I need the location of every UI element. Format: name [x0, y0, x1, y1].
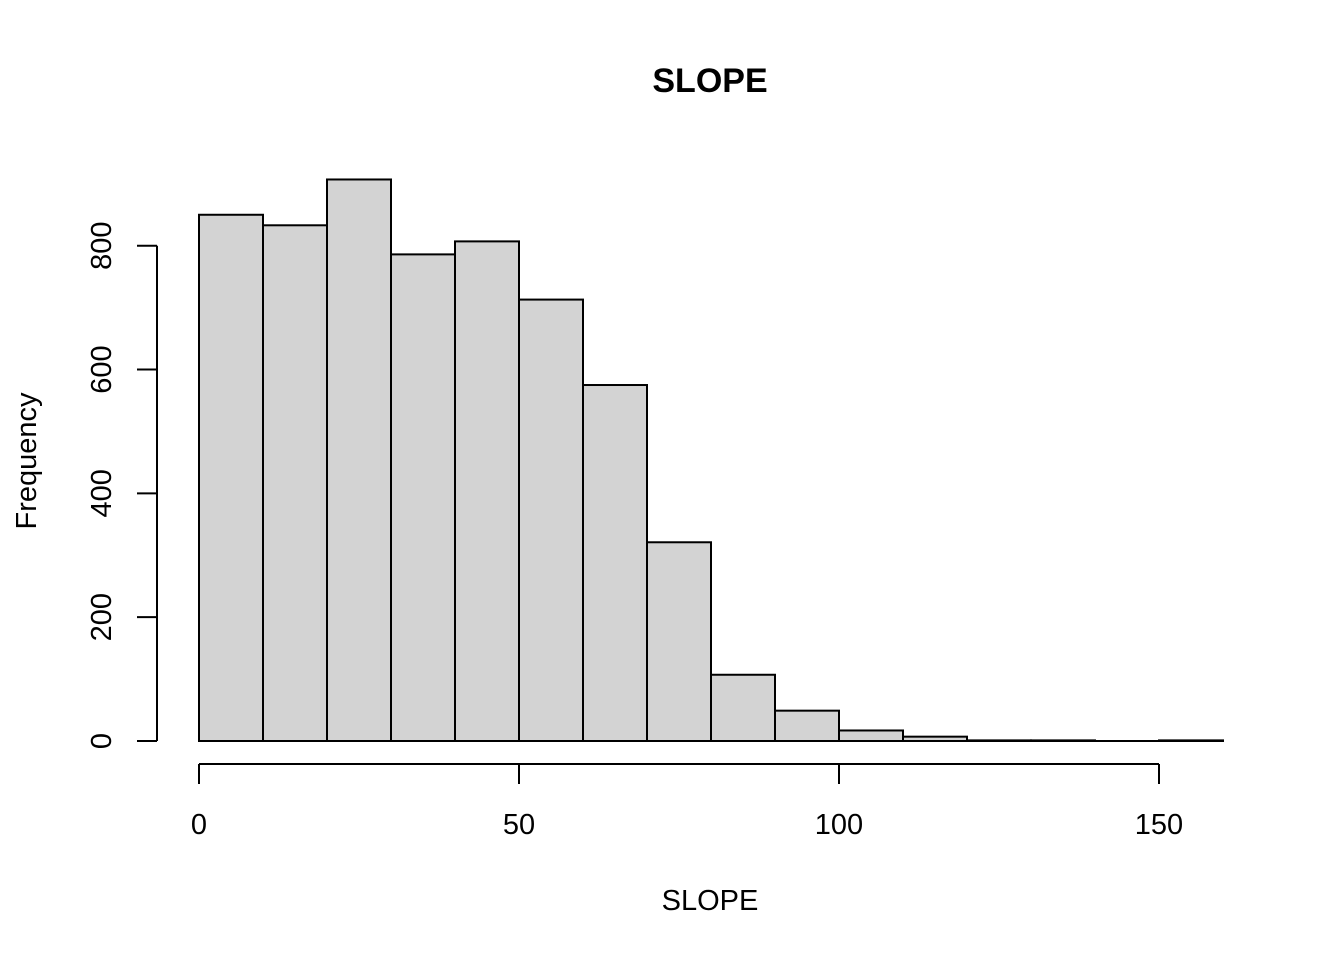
- y-axis-label: Frequency: [11, 392, 43, 530]
- y-tick-label: 200: [86, 593, 118, 641]
- histogram-bar: [454, 240, 520, 743]
- y-tick-label: 800: [86, 222, 118, 270]
- histogram-bar: [774, 709, 840, 743]
- x-tick-label: 0: [191, 809, 207, 841]
- histogram-bar: [390, 253, 456, 743]
- y-axis: 0 200 400 600 800: [86, 222, 158, 749]
- histogram-bar: [262, 224, 328, 743]
- histogram-bar: [326, 178, 392, 742]
- histogram-bar: [518, 298, 584, 742]
- histogram-bar: [198, 213, 264, 742]
- histogram-bar: [646, 541, 712, 743]
- bars-group: [198, 178, 1224, 743]
- y-tick-label: 0: [86, 733, 118, 749]
- y-tick-label: 600: [86, 345, 118, 393]
- histogram-bar: [582, 384, 648, 742]
- x-tick-label: 100: [815, 809, 863, 841]
- x-tick-label: 50: [503, 809, 535, 841]
- x-axis-label: SLOPE: [662, 885, 759, 917]
- chart-title: SLOPE: [652, 62, 767, 100]
- x-tick-label: 150: [1135, 809, 1183, 841]
- histogram-bar: [838, 729, 904, 742]
- histogram-bar: [710, 673, 776, 742]
- x-axis: 0 50 100 150: [191, 763, 1183, 841]
- y-tick-label: 400: [86, 469, 118, 517]
